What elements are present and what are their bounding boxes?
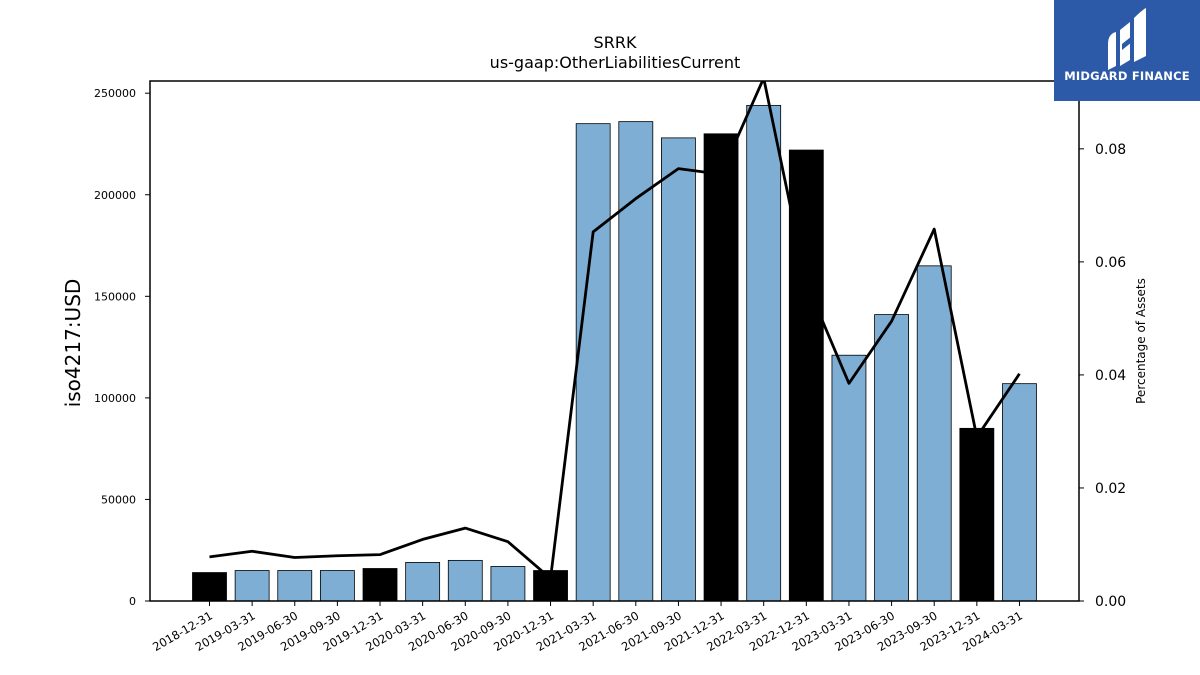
chart-subtitle: us-gaap:OtherLiabilitiesCurrent — [490, 53, 741, 72]
bar — [661, 137, 696, 602]
bar — [447, 559, 483, 602]
y2-tick-label: 0.08 — [1095, 142, 1126, 158]
bar — [1002, 383, 1037, 602]
bar — [490, 566, 526, 602]
bar — [405, 562, 441, 602]
bar — [959, 427, 995, 602]
y-axis-label: iso4217:USD — [61, 279, 85, 408]
y-tick-label: 100000 — [94, 392, 136, 405]
bar — [234, 570, 270, 602]
plot-frame — [149, 80, 1080, 602]
y2-axis-label: Percentage of Assets — [1134, 278, 1148, 404]
y-tick-label: 200000 — [94, 189, 136, 202]
chart-title: SRRK — [594, 33, 637, 52]
bar — [703, 133, 739, 602]
logo-mark-icon — [1108, 8, 1146, 70]
bar — [362, 568, 398, 602]
y-tick-label: 50000 — [101, 493, 136, 506]
bar — [831, 354, 867, 602]
y-tick-label: 0 — [129, 595, 136, 608]
bar — [746, 104, 782, 602]
y-tick-label: 250000 — [94, 87, 136, 100]
y-tick-label: 150000 — [94, 290, 136, 303]
bar — [618, 121, 654, 602]
y2-tick-label: 0.02 — [1095, 481, 1126, 497]
bar — [277, 570, 313, 602]
bar — [319, 570, 355, 602]
y2-tick-label: 0.04 — [1095, 368, 1126, 384]
bar — [916, 265, 952, 602]
midgard-finance-logo: MIDGARD FINANCE — [1054, 0, 1200, 101]
y2-tick-label: 0.06 — [1095, 255, 1126, 271]
percentage-line — [209, 81, 1021, 580]
bar — [788, 149, 824, 602]
logo-text: MIDGARD FINANCE — [1064, 69, 1190, 83]
bar — [192, 572, 227, 602]
bar — [575, 123, 611, 602]
y2-tick-label: 0.00 — [1095, 594, 1126, 610]
bar — [874, 314, 909, 602]
